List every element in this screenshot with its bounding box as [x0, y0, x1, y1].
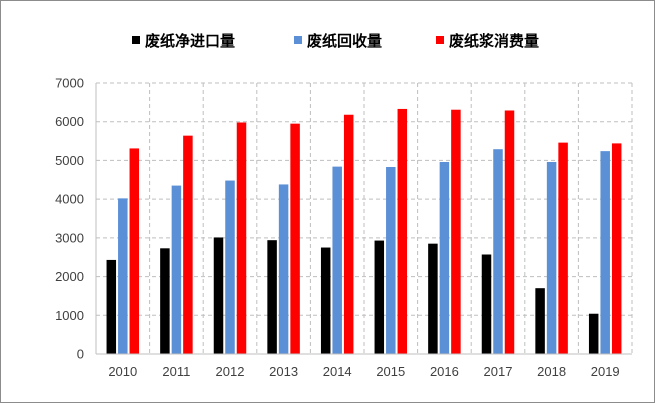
bar-series-2-2017 — [504, 110, 515, 354]
bar-series-2-2018 — [558, 142, 568, 354]
bar-series-2-2011 — [183, 135, 193, 354]
bar-series-0-2013 — [267, 240, 277, 354]
y-tick-label: 7000 — [55, 76, 84, 91]
bar-series-2-2016 — [451, 109, 461, 354]
bar-series-2-2012 — [236, 122, 247, 354]
bar-series-1-2016 — [439, 161, 450, 354]
bar-series-2-2010 — [129, 148, 140, 354]
bar-series-0-2017 — [481, 254, 492, 354]
bar-series-0-2014 — [320, 247, 331, 354]
x-tick-label: 2019 — [591, 364, 620, 379]
x-tick-labels: 2010 2011 2012 2013 2014 2015 2016 2017 2018 2019 — [108, 364, 619, 379]
bar-series-1-2011 — [171, 185, 182, 354]
y-tick-label: 2000 — [55, 269, 84, 284]
bar-series-0-2012 — [213, 237, 224, 354]
legend-label: 废纸浆消费量 — [449, 32, 539, 50]
x-tick-label: 2016 — [430, 364, 459, 379]
bar-series-1-2014 — [332, 166, 342, 354]
bar-series-0-2016 — [428, 243, 438, 354]
x-tick-label: 2014 — [323, 364, 352, 379]
bar-series-0-2010 — [106, 259, 117, 354]
bar-series-2-2019 — [611, 143, 622, 354]
y-tick-label: 0 — [77, 347, 84, 362]
y-tick-label: 6000 — [55, 114, 84, 129]
y-tick-label: 1000 — [55, 308, 84, 323]
y-tick-labels: 0 1000 2000 3000 4000 5000 6000 7000 — [55, 76, 84, 362]
bar-series-1-2015 — [386, 167, 396, 354]
legend-label: 废纸回收量 — [307, 32, 382, 50]
bar-series-0-2015 — [374, 240, 385, 354]
bars — [106, 108, 622, 355]
x-tick-label: 2010 — [108, 364, 137, 379]
y-tick-label: 3000 — [55, 230, 84, 245]
bar-series-2-2015 — [397, 108, 408, 354]
bar-series-0-2019 — [588, 313, 599, 354]
bar-series-1-2017 — [493, 149, 503, 354]
bar-series-1-2012 — [225, 180, 235, 354]
x-tick-label: 2017 — [484, 364, 513, 379]
legend-swatch — [294, 36, 302, 44]
bar-series-1-2013 — [278, 184, 289, 354]
y-tick-label: 5000 — [55, 153, 84, 168]
bar-series-0-2018 — [535, 288, 545, 354]
legend: 废纸净进口量 废纸回收量 废纸浆消费量 — [132, 32, 539, 50]
x-tick-label: 2015 — [376, 364, 405, 379]
x-tick-label: 2018 — [537, 364, 566, 379]
bar-series-0-2011 — [160, 248, 170, 354]
bar-series-2-2013 — [290, 123, 300, 355]
x-tick-label: 2011 — [162, 364, 190, 379]
bar-series-1-2019 — [600, 151, 610, 354]
grid-lines — [96, 82, 633, 354]
bar-series-2-2014 — [343, 114, 354, 354]
x-tick-label: 2013 — [269, 364, 298, 379]
legend-label: 废纸净进口量 — [145, 32, 235, 50]
bar-series-1-2010 — [118, 198, 128, 354]
x-tick-label: 2012 — [216, 364, 245, 379]
legend-swatch — [436, 36, 444, 44]
y-tick-label: 4000 — [55, 192, 84, 207]
legend-swatch — [132, 36, 140, 44]
axes — [95, 83, 632, 355]
bar-series-1-2018 — [546, 161, 557, 354]
